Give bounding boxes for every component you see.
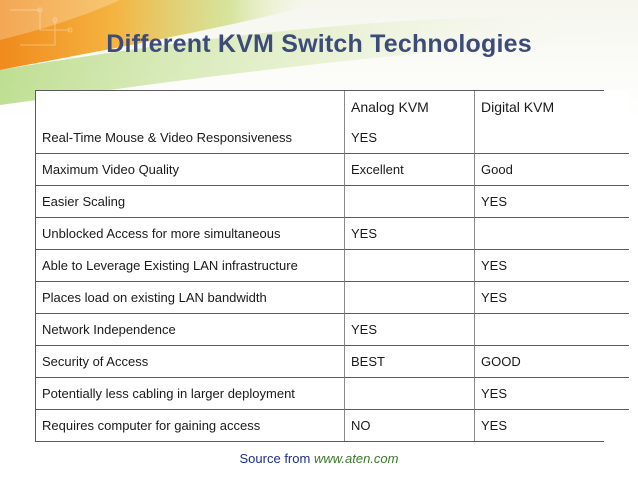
feature-cell: Network Independence [36, 314, 345, 346]
table-row: Places load on existing LAN bandwidth YE… [36, 282, 629, 314]
digital-cell [475, 218, 629, 250]
digital-cell: YES [475, 186, 629, 218]
digital-cell: YES [481, 418, 508, 433]
digital-cell [475, 122, 629, 154]
table-row: Requires computer for gaining access NO … [36, 410, 629, 441]
digital-cell: GOOD [475, 346, 629, 378]
table-row: Network Independence YES [36, 314, 629, 346]
digital-cell [475, 314, 629, 346]
header-cell-analog-kvm: Analog KVM [345, 91, 475, 122]
table-header-row: Analog KVM Digital KVM [36, 91, 629, 122]
table-row: Able to Leverage Existing LAN infrastruc… [36, 250, 629, 282]
table-row: Unblocked Access for more simultaneous Y… [36, 218, 629, 250]
analog-cell [345, 378, 475, 410]
table-row: Maximum Video Quality Excellent Good [36, 154, 629, 186]
source-credit: Source from www.aten.com [0, 451, 638, 466]
analog-cell: YES [345, 122, 475, 154]
analog-cell: NO [345, 410, 475, 441]
source-link[interactable]: www.aten.com [313, 451, 399, 466]
analog-cell: YES [345, 218, 475, 250]
table-row: Security of Access BEST GOOD [36, 346, 629, 378]
comparison-table: Analog KVM Digital KVM Real-Time Mouse &… [36, 91, 629, 441]
decorative-swoosh [0, 0, 638, 105]
feature-cell: Unblocked Access for more simultaneous [36, 218, 345, 250]
digital-cell: YES [475, 378, 629, 410]
feature-cell: Able to Leverage Existing LAN infrastruc… [36, 250, 345, 282]
analog-cell [345, 186, 475, 218]
digital-cell: Good [475, 154, 629, 186]
table-row: Real-Time Mouse & Video Responsiveness Y… [36, 122, 629, 154]
digital-cell: YES [475, 250, 629, 282]
header-cell-feature [36, 91, 345, 122]
digital-cell: YES [475, 282, 629, 314]
feature-cell: Places load on existing LAN bandwidth [36, 282, 345, 314]
slide-title: Different KVM Switch Technologies [106, 30, 532, 58]
feature-cell: Potentially less cabling in larger deplo… [36, 378, 345, 410]
table-row: Easier Scaling YES [36, 186, 629, 218]
analog-cell: BEST [345, 346, 475, 378]
analog-cell: Excellent [345, 154, 475, 186]
analog-cell [345, 250, 475, 282]
header-cell-digital-kvm: Digital KVM [481, 98, 555, 115]
source-prefix: Source from [239, 451, 314, 466]
table-row: Potentially less cabling in larger deplo… [36, 378, 629, 410]
analog-cell [345, 282, 475, 314]
feature-cell: Maximum Video Quality [36, 154, 345, 186]
feature-cell: Requires computer for gaining access [36, 410, 345, 441]
analog-cell: YES [345, 314, 475, 346]
comparison-table-frame: Analog KVM Digital KVM Real-Time Mouse &… [35, 90, 629, 442]
feature-cell: Easier Scaling [36, 186, 345, 218]
feature-cell: Real-Time Mouse & Video Responsiveness [36, 122, 345, 154]
feature-cell: Security of Access [36, 346, 345, 378]
